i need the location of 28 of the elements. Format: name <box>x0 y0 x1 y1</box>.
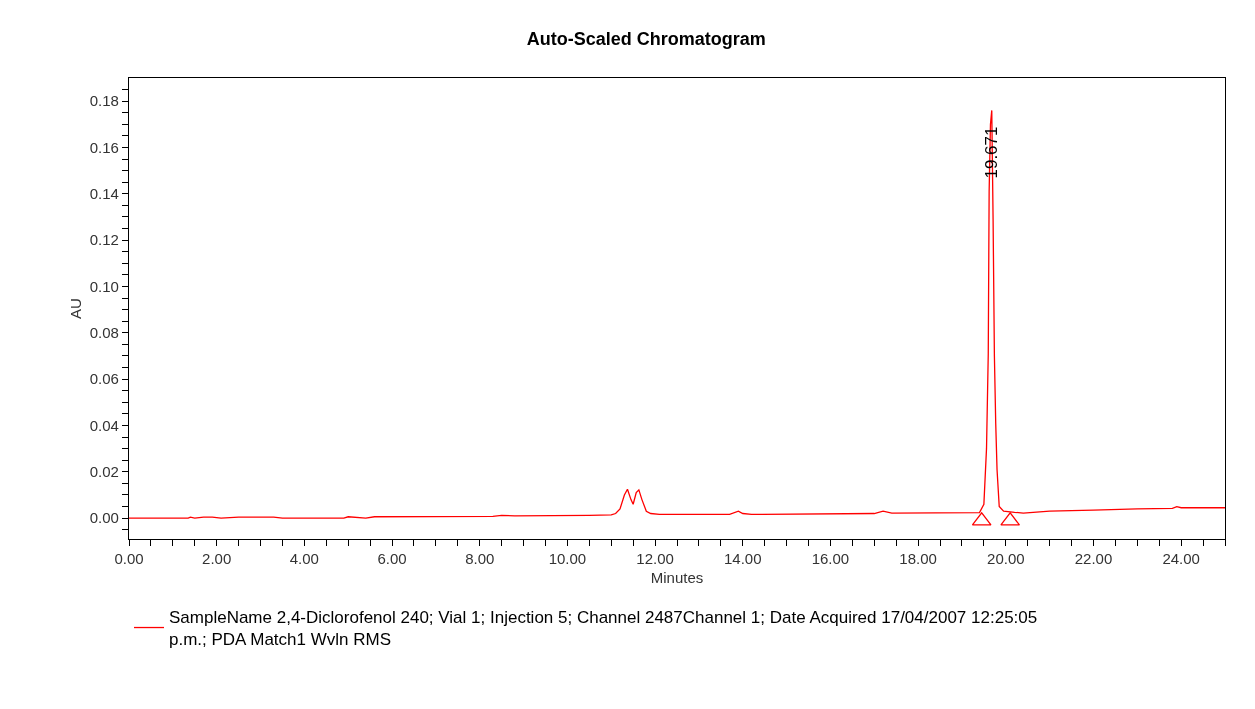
y-tick-label: 0.12 <box>89 231 119 249</box>
y-axis-title: AU <box>66 298 84 319</box>
y-tick-label: 0.04 <box>89 416 119 434</box>
x-tick-label: 10.00 <box>548 550 587 568</box>
annotation: 19.671 <box>982 126 1002 179</box>
x-tick-label: 20.00 <box>987 550 1025 568</box>
x-axis-title: Minutes <box>650 569 704 587</box>
x-tick-label: 0.00 <box>114 550 144 568</box>
y-tick-label: 0.08 <box>89 324 119 342</box>
y-tick-label: 0.06 <box>89 370 119 388</box>
x-tick-label: 4.00 <box>289 550 319 568</box>
x-tick-label: 18.00 <box>899 550 937 568</box>
y-tick-label: 0.16 <box>89 138 119 156</box>
y-tick-label: 0.00 <box>89 509 119 527</box>
x-tick-label: 24.00 <box>1162 550 1200 568</box>
legend-label: SampleName 2,4-Diclorofenol 240; Vial 1; Injection 5; Channel 2487Channel 1; Date Acquired 17/04/2007 12:25:05 p.m.; PDA Match1 Wvln RMS <box>169 608 1038 650</box>
y-tick-label: 0.02 <box>89 463 119 481</box>
chart-title: Auto-Scaled Chromatogram <box>526 28 766 49</box>
x-tick-label: 22.00 <box>1074 550 1113 568</box>
y-tick-label: 0.10 <box>89 277 119 295</box>
x-tick-label: 2.00 <box>202 550 232 568</box>
y-tick-label: 0.14 <box>89 185 119 203</box>
x-tick-label: 6.00 <box>377 550 407 568</box>
y-tick-label: 0.18 <box>89 92 119 110</box>
x-tick-label: 14.00 <box>723 550 762 568</box>
x-tick-label: 16.00 <box>811 550 850 568</box>
x-tick-label: 12.00 <box>636 550 674 568</box>
x-tick-label: 8.00 <box>465 550 495 568</box>
